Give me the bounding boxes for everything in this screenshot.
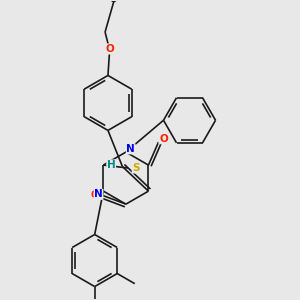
Text: H: H	[107, 160, 116, 170]
Text: O: O	[105, 44, 114, 54]
Text: N: N	[94, 189, 103, 199]
Text: O: O	[159, 134, 168, 144]
Text: S: S	[132, 163, 140, 173]
Text: N: N	[126, 144, 135, 154]
Text: O: O	[90, 190, 99, 200]
